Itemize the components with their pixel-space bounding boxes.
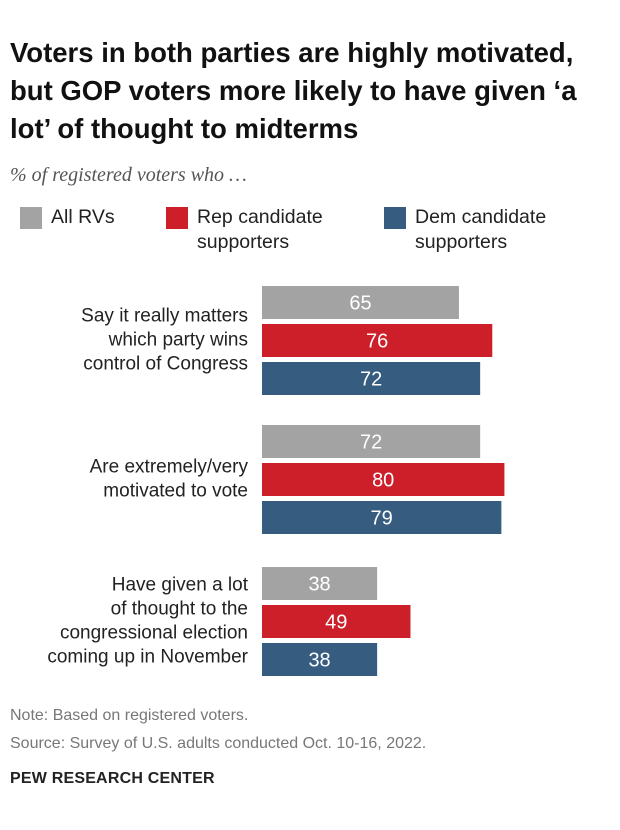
category-label-line: Say it really matters [81, 306, 248, 327]
category-label-line: which party wins [108, 330, 248, 351]
legend-label-all-rvs: All RVs [51, 206, 115, 228]
category-label-line: of thought to the [111, 599, 248, 620]
bar-rep-candidate-supporters-1 [262, 324, 493, 357]
chart-subtitle: % of registered voters who … [10, 164, 247, 186]
legend-label-rep: Rep candidate supporters [197, 206, 323, 253]
bar-all-rvs-3 [262, 567, 378, 600]
category-label-line: control of Congress [83, 354, 248, 375]
bar-dem-candidate-supporters-2 [262, 501, 502, 534]
bar-dem-candidate-supporters-1 [262, 362, 481, 395]
data-label: 79 [371, 508, 393, 530]
data-label: 65 [349, 293, 371, 315]
legend-item-rep: Rep candidate supporters [166, 205, 323, 255]
legend-item-dem: Dem candidate supporters [384, 205, 546, 255]
bar-rep-candidate-supporters-2 [262, 463, 505, 496]
legend-label-dem: Dem candidate supporters [415, 206, 547, 253]
source-text: Source: Survey of U.S. adults conducted … [10, 735, 427, 752]
legend-swatch-rep [166, 207, 188, 229]
note-text: Note: Based on registered voters. [10, 707, 249, 724]
data-label: 72 [360, 432, 382, 454]
category-label-line: Have given a lot [112, 575, 249, 596]
bar-chart: Say it really matters which party wins con… [47, 286, 505, 676]
category-label-line: congressional election [60, 623, 248, 644]
bar-all-rvs-2 [262, 425, 481, 458]
bar-dem-candidate-supporters-3 [262, 643, 378, 676]
brand-label: PEW RESEARCH CENTER [10, 770, 215, 787]
category-label-line: motivated to vote [103, 481, 248, 502]
legend-item-all-rvs: All RVs [20, 205, 115, 230]
legend-swatch-all-rvs [20, 207, 42, 229]
chart-title: Voters in both parties are highly motiva… [10, 37, 577, 144]
legend-swatch-dem [384, 207, 406, 229]
category-label-line: Are extremely/very [90, 457, 249, 478]
data-label: 80 [372, 470, 394, 492]
data-label: 76 [366, 331, 388, 353]
data-label: 38 [308, 574, 330, 596]
data-label: 38 [308, 650, 330, 672]
data-label: 72 [360, 369, 382, 391]
bar-all-rvs-1 [262, 286, 459, 319]
bar-rep-candidate-supporters-3 [262, 605, 411, 638]
category-label-line: coming up in November [47, 647, 248, 668]
data-label: 49 [325, 612, 347, 634]
